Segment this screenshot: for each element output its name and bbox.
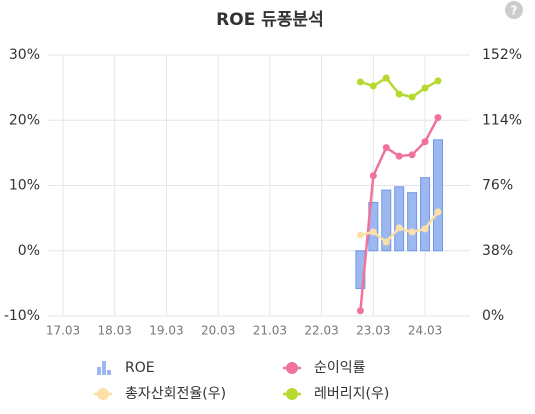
- x-tick-label: 24.03: [408, 324, 442, 338]
- point: [421, 138, 429, 146]
- y-tick-label: -10%: [4, 308, 40, 324]
- legend-icon: [102, 361, 106, 375]
- legend-label: 레버리지(우): [314, 386, 389, 402]
- legend-label: 순이익률: [314, 360, 366, 376]
- point: [408, 93, 416, 101]
- point: [434, 77, 442, 85]
- x-tick-label: 22.03: [304, 324, 338, 338]
- point: [356, 307, 364, 315]
- bar: [432, 139, 443, 252]
- legend-icon: [286, 362, 298, 374]
- legend-icon: [97, 367, 101, 375]
- x-tick-label: 19.03: [149, 324, 183, 338]
- point: [395, 152, 403, 160]
- y-tick-label: 20%: [9, 112, 40, 128]
- chart-title: ROE 듀퐁분석: [216, 10, 324, 30]
- point: [382, 144, 390, 152]
- help-icon[interactable]: [505, 1, 523, 19]
- point: [369, 228, 377, 236]
- bar: [420, 177, 431, 252]
- x-tick-label: 20.03: [201, 324, 235, 338]
- y2-tick-label: 38%: [482, 243, 513, 259]
- y2-tick-label: 0%: [482, 308, 504, 324]
- point: [408, 151, 416, 159]
- point: [356, 231, 364, 239]
- point: [369, 172, 377, 180]
- point: [421, 84, 429, 92]
- bar: [407, 192, 418, 252]
- y2-tick-label: 114%: [482, 112, 522, 128]
- y-tick-label: 30%: [9, 47, 40, 63]
- point: [434, 208, 442, 216]
- point: [369, 82, 377, 90]
- point: [395, 224, 403, 232]
- point: [408, 228, 416, 236]
- help-icon-text[interactable]: ?: [511, 4, 518, 18]
- x-tick-label: 23.03: [356, 324, 390, 338]
- legend-label: 총자산회전율(우): [125, 386, 226, 402]
- legend-icon: [107, 370, 111, 375]
- y2-tick-label: 152%: [482, 47, 522, 63]
- y-tick-label: 10%: [9, 178, 40, 194]
- legend-icon: [286, 388, 298, 400]
- point: [382, 74, 390, 82]
- point: [395, 90, 403, 98]
- legend-label: ROE: [125, 360, 155, 376]
- x-tick-label: 17.03: [46, 324, 80, 338]
- y-tick-label: 0%: [18, 243, 40, 259]
- bar: [381, 189, 392, 252]
- point: [356, 78, 364, 86]
- y2-tick-label: 76%: [482, 178, 513, 194]
- x-tick-label: 21.03: [253, 324, 287, 338]
- point: [434, 114, 442, 122]
- point: [421, 225, 429, 233]
- legend-icon: [97, 388, 109, 400]
- bar: [394, 186, 405, 252]
- point: [382, 238, 390, 246]
- x-tick-label: 18.03: [98, 324, 132, 338]
